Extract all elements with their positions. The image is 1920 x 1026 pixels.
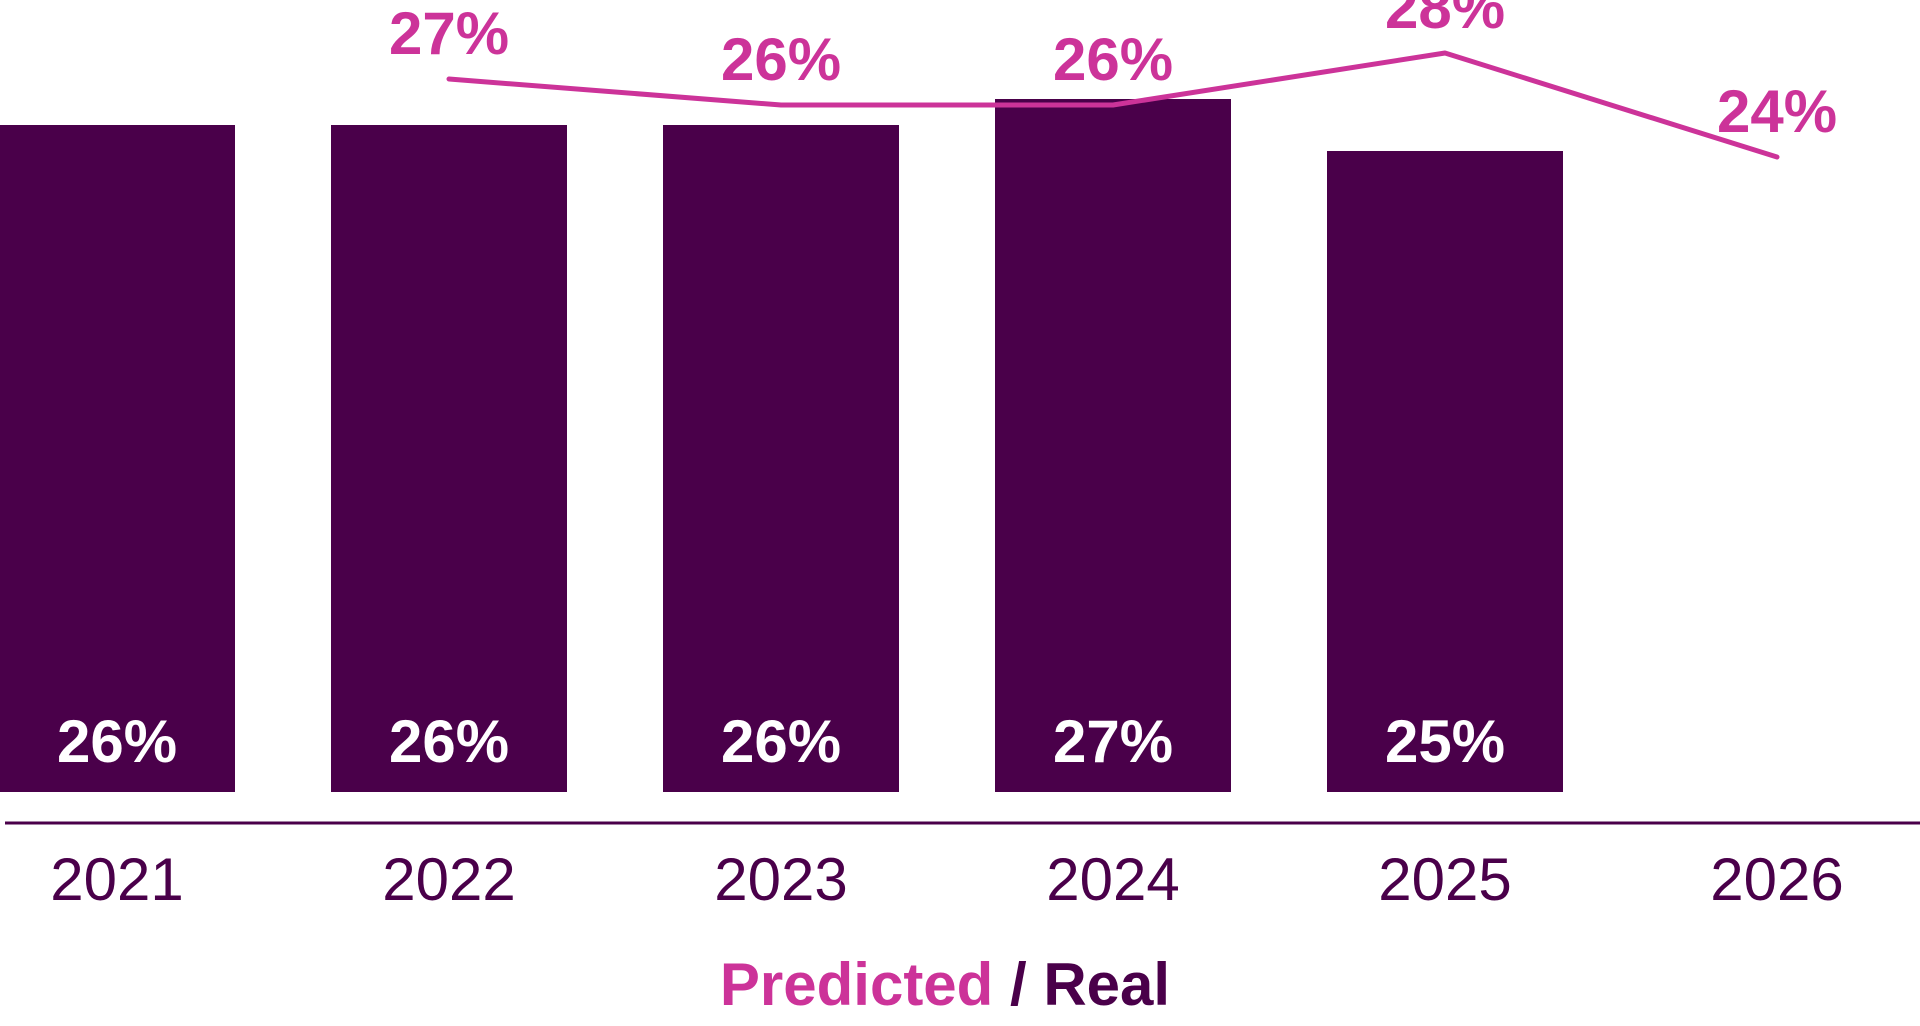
predicted-value-label-2024: 26% (1053, 26, 1173, 93)
x-tick-label-2024: 2024 (1046, 846, 1179, 913)
predicted-series-line (446, 50, 1780, 160)
x-tick-label-group: 2021 2022 2023 2024 2025 2026 (50, 846, 1843, 913)
legend: Predicted / Real (720, 951, 1170, 1018)
line-label-group: 27% 26% 26% 28% 24% (389, 0, 1837, 145)
bar-2023 (663, 125, 899, 792)
bar-value-label-2025: 25% (1385, 708, 1505, 775)
bar-value-label-2021: 26% (57, 708, 177, 775)
x-tick-label-2022: 2022 (382, 846, 515, 913)
predicted-value-label-2022: 27% (389, 0, 509, 67)
bar-2021 (0, 125, 235, 792)
bar-2025 (1327, 151, 1563, 792)
legend-real: Real (1043, 951, 1170, 1018)
predicted-line-group (446, 50, 1780, 160)
x-tick-label-2025: 2025 (1378, 846, 1511, 913)
bar-2022 (331, 125, 567, 792)
bar-value-label-2024: 27% (1053, 708, 1173, 775)
bar-group (0, 99, 1563, 792)
legend-separator: / (993, 951, 1043, 1018)
x-tick-label-2023: 2023 (714, 846, 847, 913)
legend-predicted: Predicted (720, 951, 993, 1018)
predicted-value-label-2026: 24% (1717, 78, 1837, 145)
predicted-value-label-2023: 26% (721, 26, 841, 93)
bar-2024 (995, 99, 1231, 792)
bar-value-label-2023: 26% (721, 708, 841, 775)
predicted-value-label-2025: 28% (1385, 0, 1505, 41)
bar-label-group: 26% 26% 26% 27% 25% (57, 708, 1505, 775)
bar-value-label-2022: 26% (389, 708, 509, 775)
x-tick-label-2021: 2021 (50, 846, 183, 913)
x-tick-label-2026: 2026 (1710, 846, 1843, 913)
